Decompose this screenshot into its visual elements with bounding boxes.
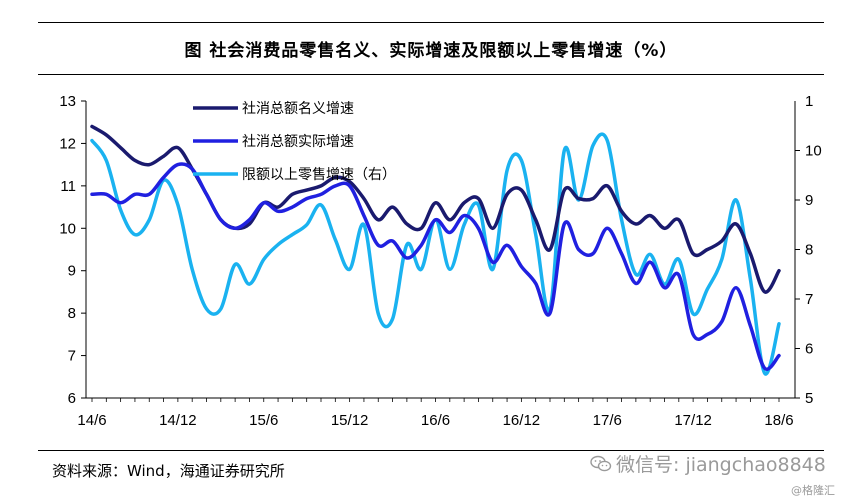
- series-line-1: [90, 124, 781, 294]
- watermark: 微信号: jiangchao8848: [590, 450, 826, 477]
- chart-title: 图 社会消费品零售名义、实际增速及限额以上零售增速（%）: [184, 41, 678, 61]
- brand-tag: @格隆汇: [791, 484, 835, 497]
- y-left-tick-label: 9: [68, 263, 76, 280]
- legend-label: 限额以上零售增速（右）: [242, 167, 396, 183]
- y-left-tick-label: 12: [59, 135, 76, 152]
- wechat-icon: [590, 455, 612, 472]
- y-right-tick-label: 1: [805, 93, 813, 110]
- y-right-tick-label: 7: [805, 291, 813, 308]
- legend-label: 社消总额名义增速: [242, 101, 354, 117]
- series-line-3: [90, 132, 781, 376]
- footer-rule: [38, 450, 824, 451]
- source-note: 资料来源：Wind，海通证券研究所: [52, 462, 285, 480]
- y-right-tick-label: 10: [805, 143, 822, 160]
- x-tick-label: 14/6: [77, 412, 106, 429]
- title-bottom-rule: [38, 74, 824, 75]
- y-left-tick-label: 13: [59, 93, 76, 110]
- y-left-tick-label: 8: [68, 305, 76, 322]
- x-tick-label: 17/6: [593, 412, 622, 429]
- x-tick-label: 16/12: [503, 412, 541, 429]
- x-tick-label: 15/6: [249, 412, 278, 429]
- y-right-tick-label: 8: [805, 242, 813, 259]
- chart-lines: [90, 124, 781, 376]
- x-tick-label: 18/6: [764, 412, 793, 429]
- watermark-text: 微信号: jiangchao8848: [616, 454, 826, 476]
- x-tick-label: 17/12: [674, 412, 712, 429]
- x-tick-label: 16/6: [421, 412, 450, 429]
- chart-axes: 6 7 8 9 10 11 12 13 5 6 7 8 9 10 1 14/6 14/12 15/6 15/12 16…: [59, 93, 821, 429]
- title-top-rule: [38, 22, 824, 23]
- y-left-tick-label: 6: [68, 390, 76, 407]
- y-left-tick-label: 11: [60, 178, 76, 195]
- x-tick-label: 14/12: [159, 412, 197, 429]
- y-right-tick-label: 6: [805, 341, 813, 358]
- series-line-2: [90, 162, 781, 372]
- x-tick-label: 15/12: [331, 412, 369, 429]
- legend-label: 社消总额实际增速: [242, 134, 354, 150]
- y-left-tick-label: 10: [59, 220, 76, 237]
- y-left-tick-label: 7: [68, 348, 76, 365]
- y-right-tick-label: 9: [805, 192, 813, 209]
- y-right-tick-label: 5: [805, 390, 813, 407]
